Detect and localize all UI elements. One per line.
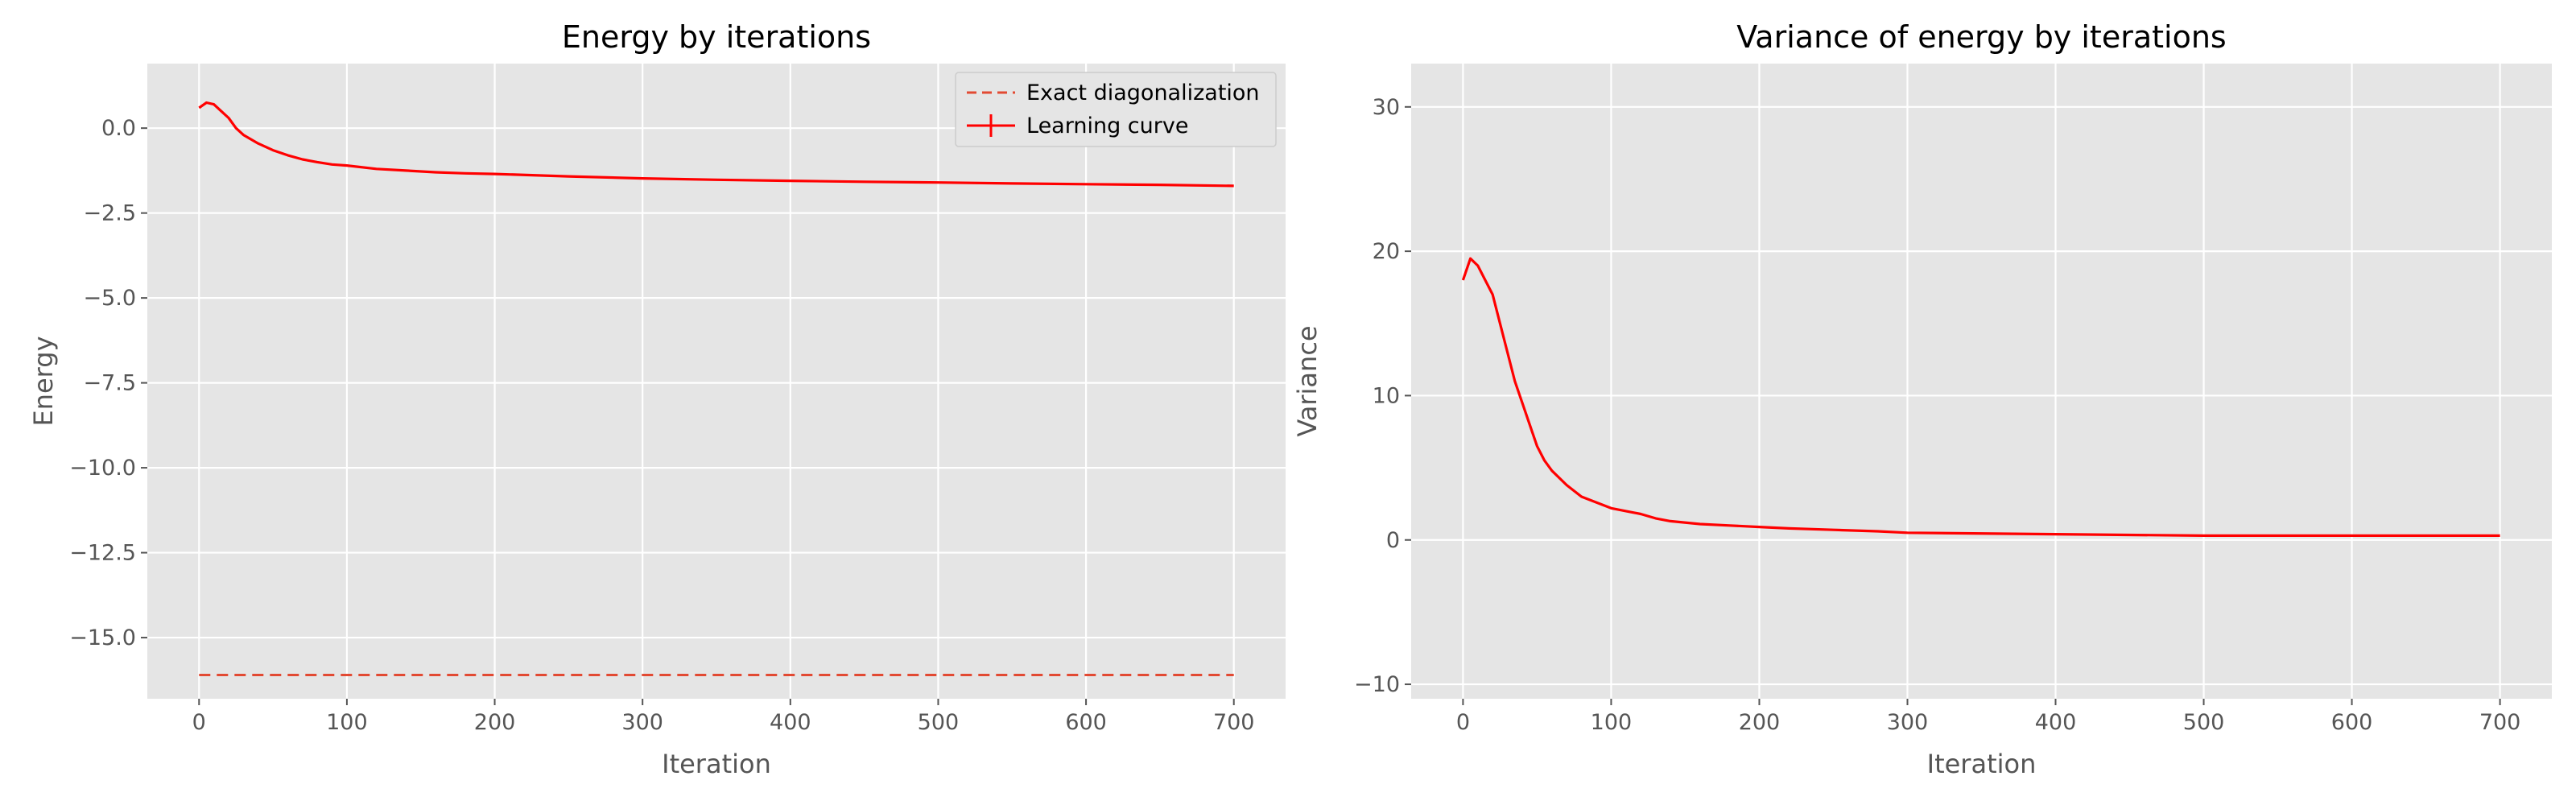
y-tick-label: 0.0 [101, 116, 136, 141]
variance-plot-area [1411, 64, 2552, 699]
legend-label-exact-diagonalization: Exact diagonalization [1026, 80, 1260, 105]
variance-x-ticks: 0 100 200 300 400 500 600 700 [1456, 699, 2521, 735]
energy-legend: Exact diagonalization Learning curve [955, 72, 1277, 147]
legend-label-learning-curve: Learning curve [1026, 114, 1188, 138]
y-tick-label: 30 [1373, 95, 1400, 120]
energy-plot-area [147, 64, 1286, 699]
variance-line [1461, 257, 2500, 538]
variance-y-ticks: 30 20 10 0 −10 [1354, 95, 1411, 697]
y-tick-label: −10 [1354, 672, 1400, 697]
x-tick-label: 700 [1213, 710, 1255, 735]
energy-chart-title: Energy by iterations [562, 19, 871, 55]
energy-chart-panel: 0 100 200 300 400 500 600 700 0.0 −2.5 −5.0 −7.5 −1… [28, 19, 1286, 779]
y-tick-label: 0 [1386, 528, 1400, 553]
x-tick-label: 0 [1456, 710, 1470, 735]
y-tick-label: −10.0 [69, 456, 136, 481]
energy-y-ticks: 0.0 −2.5 −5.0 −7.5 −10.0 −12.5 −15.0 [69, 116, 147, 650]
y-tick-label: −12.5 [69, 541, 136, 566]
x-tick-label: 100 [326, 710, 368, 735]
y-tick-label: 20 [1373, 239, 1400, 264]
x-tick-label: 400 [770, 710, 811, 735]
x-tick-label: 100 [1591, 710, 1633, 735]
x-tick-label: 500 [2183, 710, 2225, 735]
energy-x-ticks: 0 100 200 300 400 500 600 700 [192, 699, 1255, 735]
y-tick-label: −15.0 [69, 625, 136, 650]
energy-gridlines [147, 64, 1286, 699]
energy-x-axis-label: Iteration [662, 749, 771, 779]
x-tick-label: 400 [2035, 710, 2077, 735]
variance-series [1461, 257, 2500, 538]
x-tick-label: 700 [2479, 710, 2521, 735]
y-tick-label: −5.0 [83, 286, 136, 311]
learning-curve-line [198, 101, 1234, 188]
x-tick-label: 200 [1739, 710, 1781, 735]
variance-chart-title: Variance of energy by iterations [1736, 19, 2226, 55]
x-tick-label: 600 [2331, 710, 2373, 735]
x-tick-label: 600 [1065, 710, 1107, 735]
energy-series [198, 101, 1234, 676]
y-tick-label: 10 [1373, 383, 1400, 408]
y-tick-label: −7.5 [83, 371, 136, 396]
variance-gridlines [1411, 64, 2552, 699]
variance-y-axis-label: Variance [1292, 325, 1323, 436]
x-tick-label: 300 [621, 710, 663, 735]
x-tick-label: 0 [192, 710, 206, 735]
legend-box [955, 72, 1277, 147]
x-tick-label: 500 [918, 710, 960, 735]
x-tick-label: 300 [1887, 710, 1929, 735]
energy-y-axis-label: Energy [28, 336, 59, 426]
variance-x-axis-label: Iteration [1927, 749, 2037, 779]
y-tick-label: −2.5 [83, 201, 136, 226]
x-tick-label: 200 [474, 710, 516, 735]
